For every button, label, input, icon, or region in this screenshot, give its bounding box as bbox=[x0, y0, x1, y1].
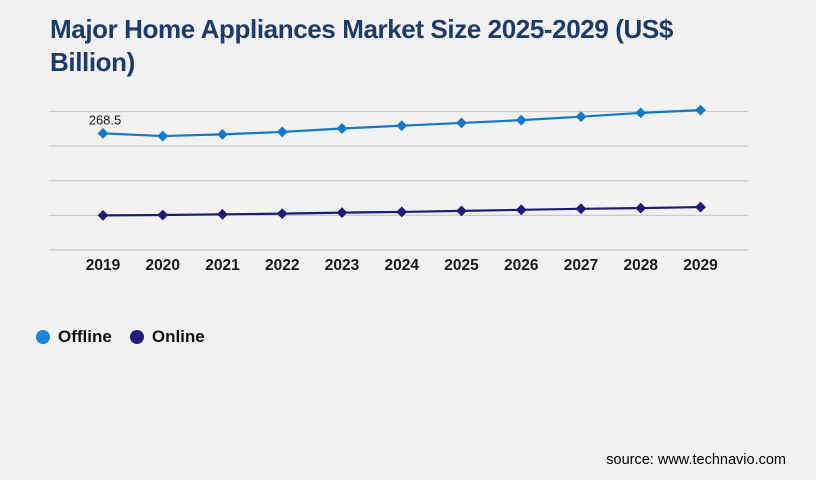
data-point-online-2026 bbox=[515, 204, 527, 216]
data-point-online-2028 bbox=[635, 202, 647, 214]
data-point-offline-2023 bbox=[336, 123, 348, 134]
online-series-marker-icon bbox=[129, 330, 144, 344]
data-point-online-2029 bbox=[695, 201, 706, 213]
data-point-offline-2026 bbox=[515, 114, 527, 126]
data-point-online-2024 bbox=[396, 206, 408, 218]
legend-label-offline: Offline bbox=[58, 327, 112, 346]
legend-item-offline: Offline bbox=[36, 327, 112, 347]
x-axis-label-2027: 2027 bbox=[564, 257, 598, 274]
chart-title-line1: Major Home Appliances Market Size 2025-2… bbox=[50, 14, 673, 44]
x-axis-label-2026: 2026 bbox=[504, 257, 539, 274]
x-axis-label-2021: 2021 bbox=[205, 257, 240, 274]
data-point-online-2022 bbox=[276, 208, 288, 220]
data-point-online-2021 bbox=[217, 208, 228, 220]
data-point-online-2023 bbox=[336, 207, 348, 219]
x-axis-label-2022: 2022 bbox=[265, 257, 299, 274]
data-point-offline-2025 bbox=[456, 117, 467, 129]
data-point-online-2020 bbox=[157, 209, 169, 221]
data-label-offline-2019: 268.5 bbox=[89, 112, 122, 127]
data-point-offline-2027 bbox=[575, 111, 587, 123]
legend-item-online: Online bbox=[129, 327, 205, 347]
x-axis-label-2024: 2024 bbox=[385, 257, 420, 274]
source-attribution: source: www.technavio.com bbox=[606, 452, 786, 468]
x-axis-label-2029: 2029 bbox=[683, 257, 718, 274]
data-point-online-2025 bbox=[456, 205, 467, 217]
chart-title: Major Home Appliances Market Size 2025-2… bbox=[50, 13, 673, 79]
data-point-online-2027 bbox=[575, 203, 587, 215]
data-point-offline-2021 bbox=[217, 128, 228, 140]
data-point-offline-2019 bbox=[97, 127, 109, 139]
x-axis-label-2028: 2028 bbox=[624, 257, 659, 274]
chart-title-line2: Billion) bbox=[50, 47, 135, 77]
x-axis-label-2019: 2019 bbox=[86, 257, 121, 274]
chart-legend: Offline Online bbox=[36, 327, 205, 347]
data-point-offline-2024 bbox=[396, 120, 408, 132]
legend-label-online: Online bbox=[151, 327, 205, 346]
offline-series-marker-icon bbox=[36, 330, 50, 344]
x-axis-label-2025: 2025 bbox=[444, 257, 479, 274]
x-axis-label-2023: 2023 bbox=[325, 257, 360, 274]
data-point-online-2019 bbox=[97, 209, 109, 221]
data-point-offline-2028 bbox=[635, 107, 647, 119]
x-axis-label-2020: 2020 bbox=[146, 257, 180, 274]
data-point-offline-2022 bbox=[276, 126, 288, 138]
data-point-offline-2020 bbox=[157, 130, 169, 142]
data-point-offline-2029 bbox=[695, 104, 706, 116]
